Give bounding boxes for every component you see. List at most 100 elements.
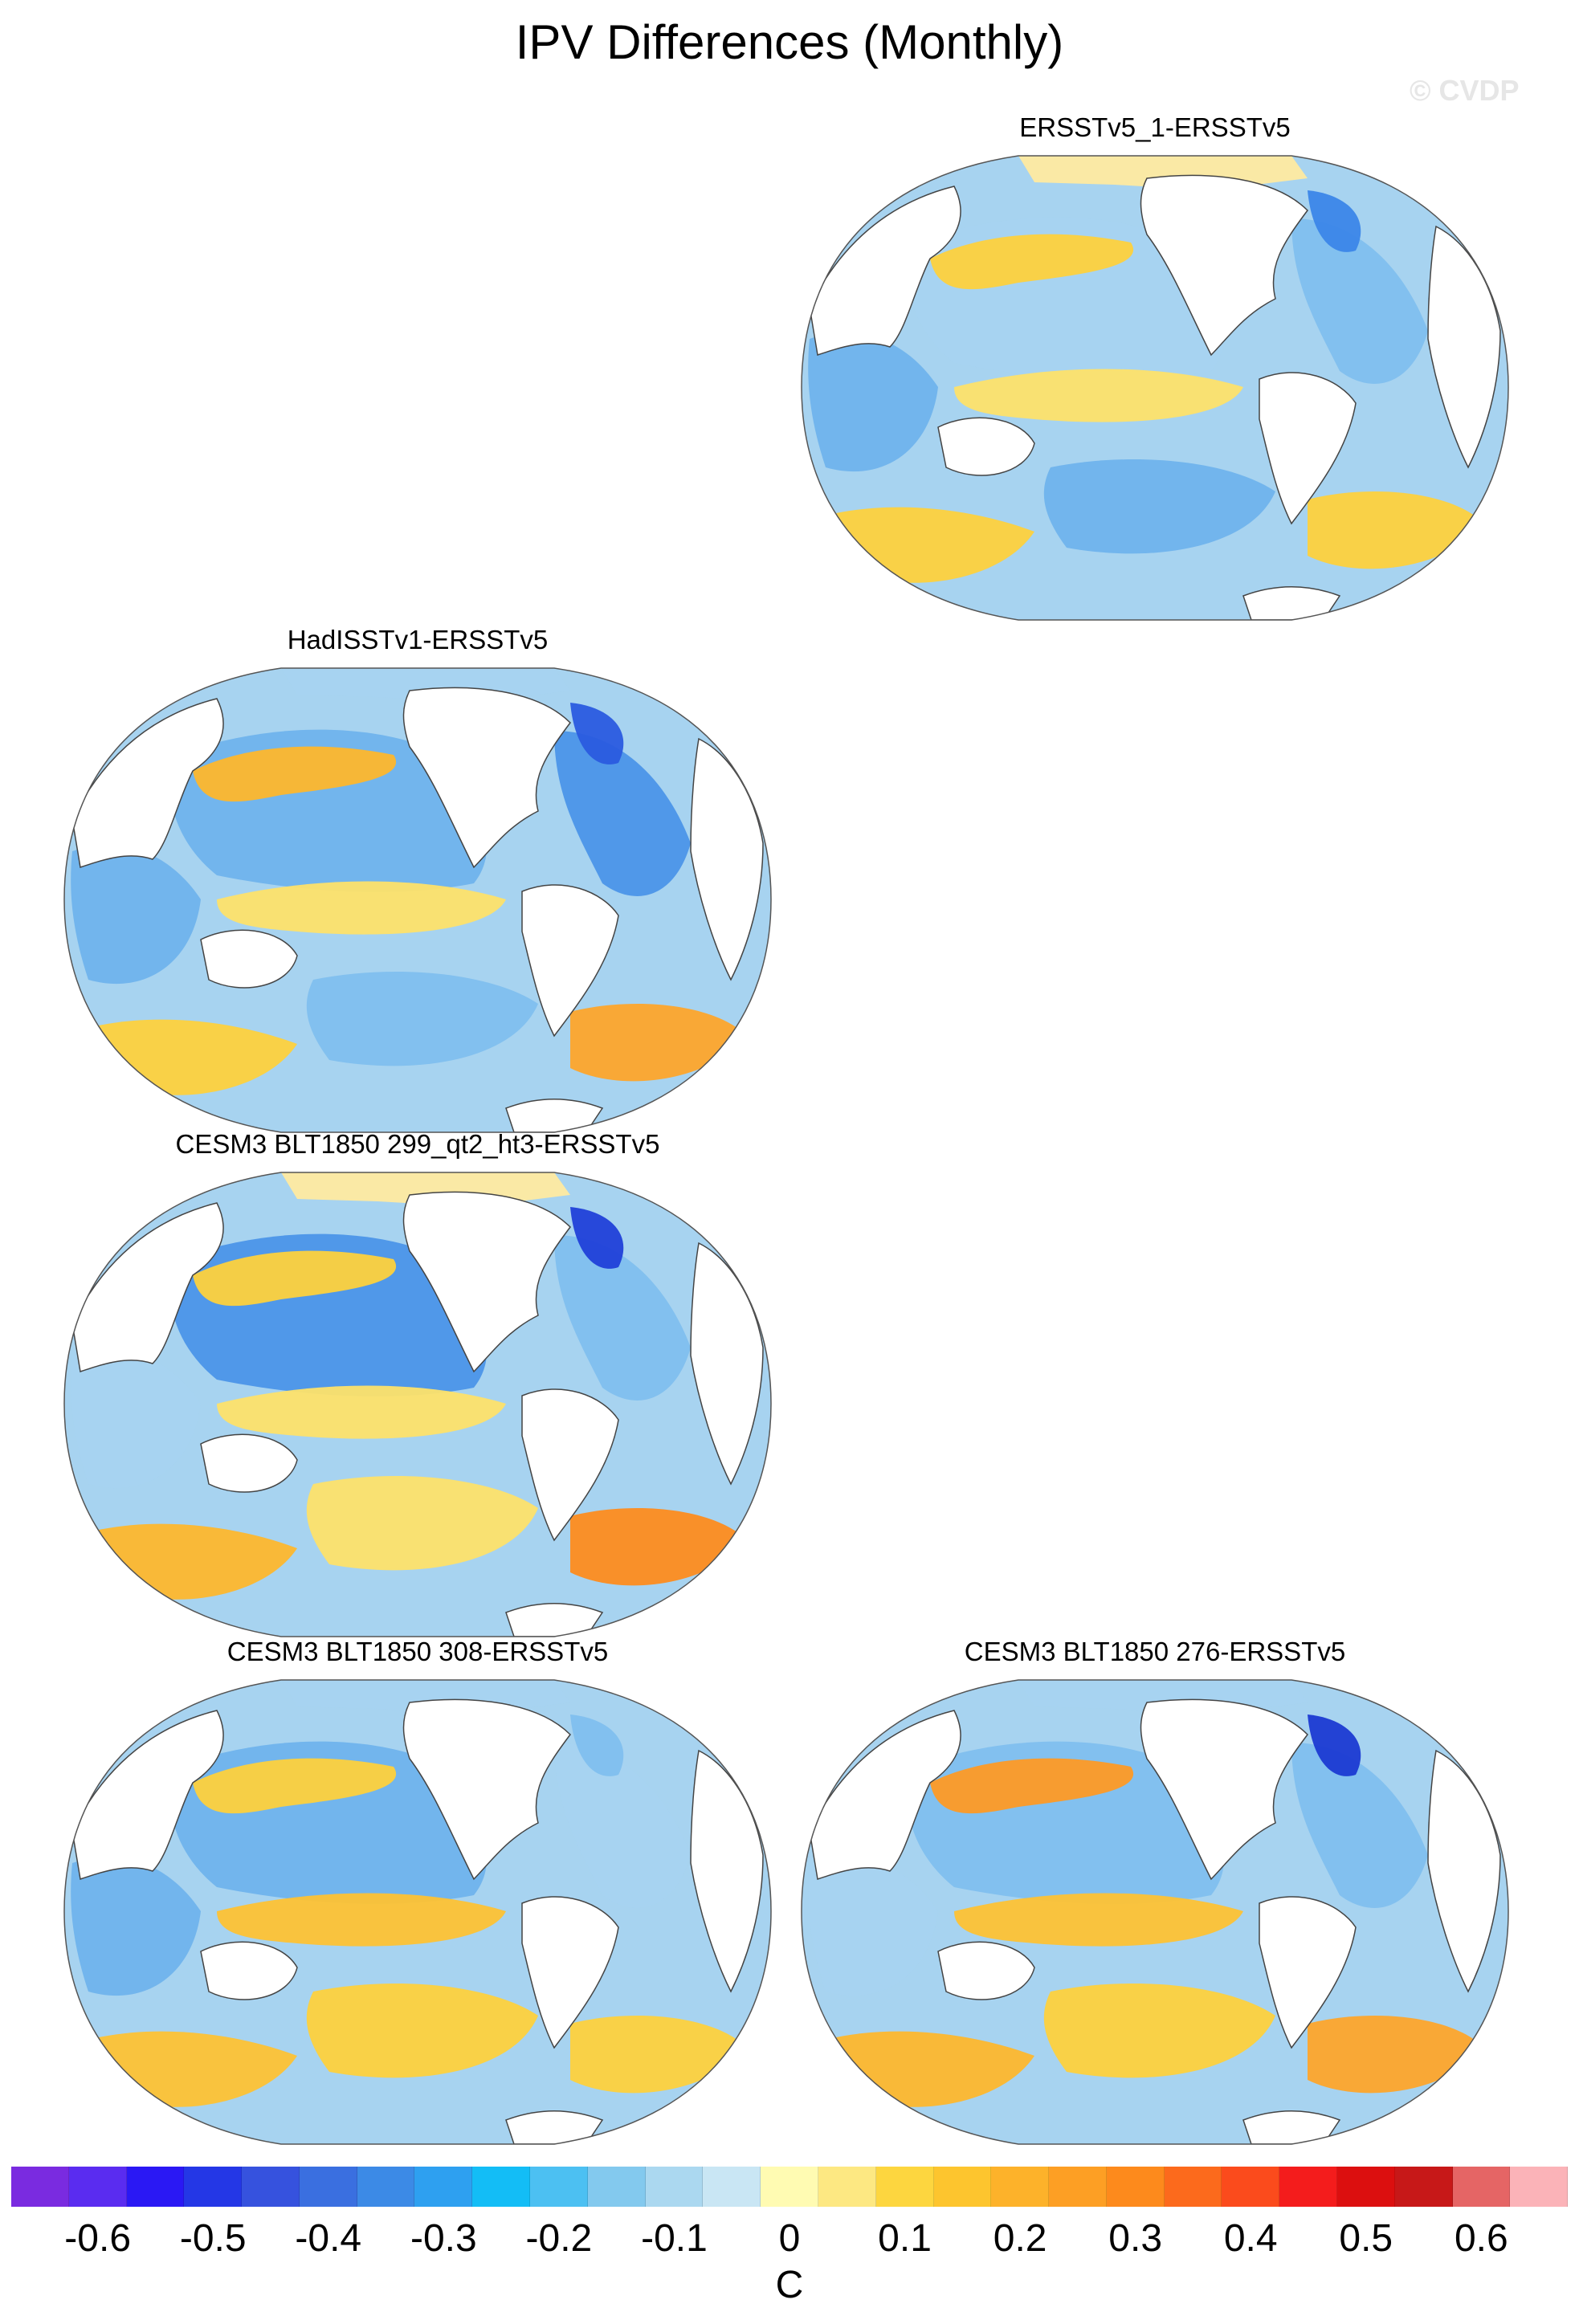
panel-title: CESM3 BLT1850 299_qt2_ht3-ERSSTv5 <box>175 1129 660 1159</box>
colorbar-tick-label: 0.3 <box>1108 2217 1163 2260</box>
colorbar-tick-label: -0.3 <box>410 2217 477 2260</box>
anomaly-region-kuroshio <box>930 234 1134 290</box>
anomaly-region-south-atlantic <box>1308 2016 1484 2094</box>
land-0 <box>809 1710 961 1880</box>
map <box>801 1679 1509 2145</box>
colorbar-swatch <box>472 2167 531 2207</box>
land-5 <box>1242 586 1341 620</box>
map <box>63 1679 772 2145</box>
anomaly-region-tropical-pacific <box>217 1893 506 1947</box>
watermark: © CVDP <box>1410 74 1520 107</box>
colorbar <box>11 2167 1569 2207</box>
anomaly-region-south-pacific <box>306 972 538 1066</box>
land-1 <box>937 1941 1035 2000</box>
anomaly-region-kuroshio <box>930 1758 1134 1814</box>
colorbar-swatch <box>11 2167 69 2207</box>
colorbar-swatch <box>126 2167 185 2207</box>
colorbar-swatch <box>299 2167 357 2207</box>
anomaly-region-indian <box>808 332 938 472</box>
map-panel-cesm3-299: CESM3 BLT1850 299_qt2_ht3-ERSSTv5 <box>56 1129 779 1643</box>
colorbar-tick-label: -0.5 <box>179 2217 247 2260</box>
colorbar-swatch <box>357 2167 415 2207</box>
anomaly-region-south-pacific <box>306 1476 538 1571</box>
colorbar-swatch <box>530 2167 588 2207</box>
land-3 <box>1259 372 1357 525</box>
colorbar-tick-label: 0.6 <box>1454 2217 1508 2260</box>
colorbar-swatch <box>875 2167 934 2207</box>
map-border <box>63 667 772 1133</box>
anomaly-region-kuroshio <box>193 746 397 802</box>
colorbar-swatch <box>1106 2167 1165 2207</box>
land-3 <box>1259 1896 1357 2049</box>
colorbar-swatch <box>1049 2167 1107 2207</box>
land-1 <box>200 929 298 989</box>
map-panel-ersstv5-1: ERSSTv5_1-ERSSTv5 <box>794 112 1516 626</box>
land-1 <box>200 1941 298 2000</box>
colorbar-swatch <box>818 2167 876 2207</box>
colorbar-swatch <box>1394 2167 1453 2207</box>
colorbar-swatch <box>761 2167 818 2207</box>
anomaly-region-labrador <box>570 1714 624 1776</box>
anomaly-region-indian <box>71 1349 202 1489</box>
anomaly-region-south-atlantic <box>570 1004 747 1082</box>
land-0 <box>809 186 961 356</box>
map <box>63 1172 772 1637</box>
land-0 <box>71 1202 224 1372</box>
anomaly-region-south-pacific <box>1043 1984 1275 2078</box>
anomaly-region-tropical-pacific <box>217 1385 506 1439</box>
colorbar-swatch <box>703 2167 761 2207</box>
anomaly-region-kuroshio <box>193 1250 397 1307</box>
map-panel-hadisst: HadISSTv1-ERSSTv5 <box>56 625 779 1139</box>
anomaly-region-labrador <box>570 1207 624 1269</box>
colorbar-tick-label: 0.1 <box>878 2217 932 2260</box>
colorbar-tick-label: 0.4 <box>1223 2217 1278 2260</box>
colorbar-swatch <box>414 2167 473 2207</box>
panel-title: CESM3 BLT1850 276-ERSSTv5 <box>964 1637 1346 1666</box>
land-1 <box>200 1433 298 1493</box>
colorbar-tick-label: -0.1 <box>641 2217 708 2260</box>
colorbar-tick-label: -0.2 <box>525 2217 593 2260</box>
anomaly-region-north-atlantic <box>1291 218 1428 384</box>
land-0 <box>71 1710 224 1880</box>
map-panel-cesm3-276: CESM3 BLT1850 276-ERSSTv5 <box>794 1637 1516 2151</box>
colorbar-swatch <box>933 2167 992 2207</box>
map <box>63 667 772 1133</box>
anomaly-region-tropical-pacific <box>954 369 1243 422</box>
land-5 <box>505 1099 604 1132</box>
land-2 <box>402 687 571 869</box>
land-2 <box>402 1191 571 1373</box>
colorbar-tick-label: -0.4 <box>295 2217 362 2260</box>
land-1 <box>937 417 1035 476</box>
anomaly-region-south-atlantic <box>570 2016 747 2094</box>
anomaly-region-north-atlantic <box>554 731 691 896</box>
anomaly-region-labrador <box>570 703 624 764</box>
anomaly-region-indian <box>71 1857 202 1996</box>
anomaly-region-indian <box>71 845 202 985</box>
colorbar-swatch <box>1279 2167 1337 2207</box>
panel-title: HadISSTv1-ERSSTv5 <box>287 625 549 654</box>
colorbar-tick-label: 0.2 <box>993 2217 1047 2260</box>
colorbar-swatch <box>242 2167 300 2207</box>
land-5 <box>1242 2110 1341 2144</box>
colorbar-swatch <box>68 2167 127 2207</box>
anomaly-region-labrador <box>1308 190 1361 252</box>
anomaly-region-south-atlantic <box>1308 491 1484 569</box>
panel-title: CESM3 BLT1850 308-ERSSTv5 <box>226 1637 609 1666</box>
anomaly-region-indian <box>808 1857 938 1996</box>
panel-title: ERSSTv5_1-ERSSTv5 <box>1019 112 1291 142</box>
map-border <box>801 1679 1509 2145</box>
anomaly-region-tropical-pacific <box>954 1893 1243 1947</box>
land-3 <box>521 1388 619 1542</box>
anomaly-region-north-atlantic <box>1291 1743 1428 1908</box>
colorbar-swatch <box>1164 2167 1222 2207</box>
land-2 <box>1140 174 1308 357</box>
anomaly-region-south-pacific <box>1043 459 1275 554</box>
land-2 <box>402 1698 571 1881</box>
map-panel-cesm3-308: CESM3 BLT1850 308-ERSSTv5 <box>56 1637 779 2151</box>
land-0 <box>71 698 224 868</box>
land-3 <box>521 884 619 1038</box>
anomaly-region-kuroshio <box>193 1758 397 1814</box>
anomaly-region-south-atlantic <box>570 1508 747 1586</box>
map <box>801 155 1509 621</box>
colorbar-swatch <box>184 2167 243 2207</box>
